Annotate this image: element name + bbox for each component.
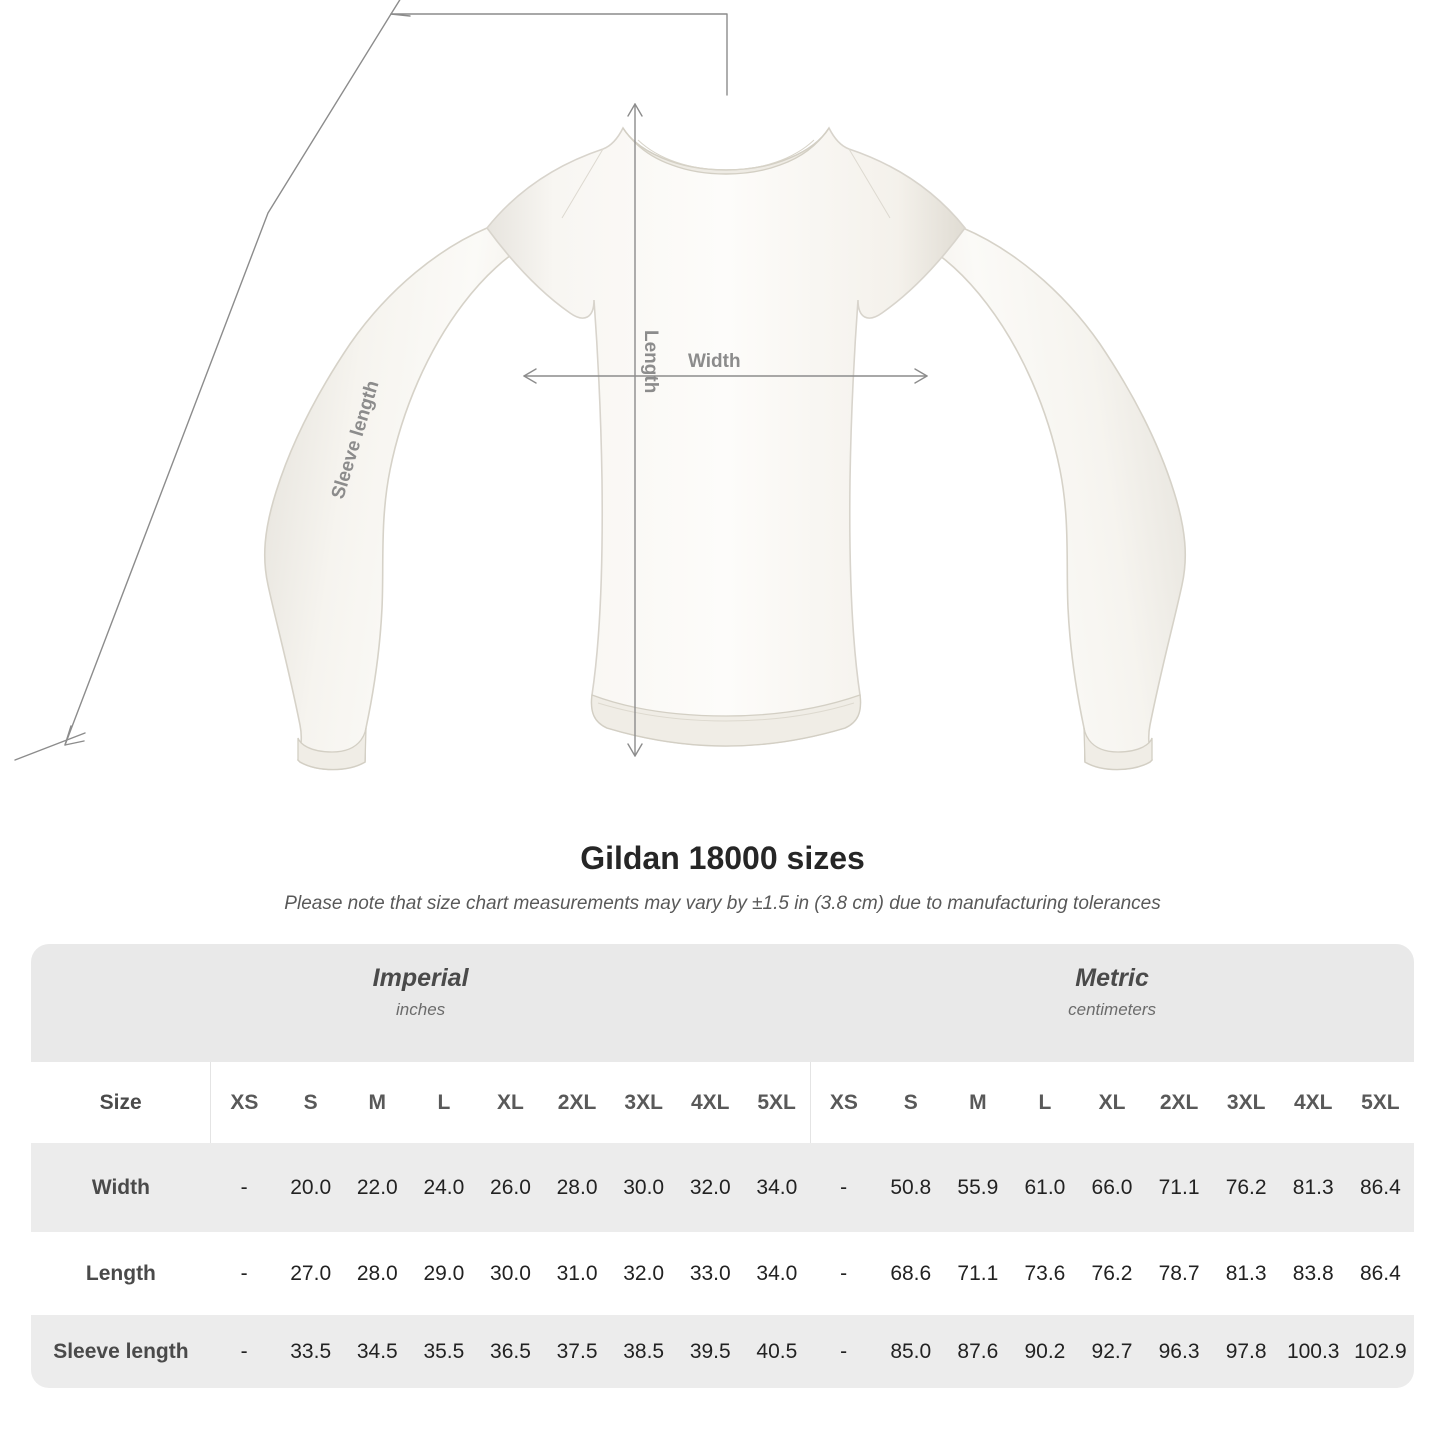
svg-text:Sleeve length: Sleeve length bbox=[328, 378, 384, 501]
svg-text:Length: Length bbox=[640, 330, 661, 393]
svg-text:Width: Width bbox=[688, 351, 741, 372]
